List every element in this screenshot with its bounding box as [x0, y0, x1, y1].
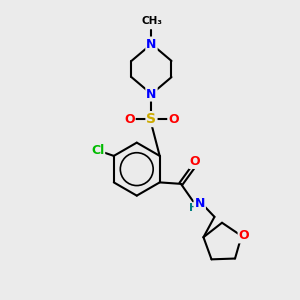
Text: O: O [238, 230, 249, 242]
Text: CH₃: CH₃ [142, 16, 163, 26]
Text: H: H [189, 203, 199, 213]
Text: N: N [195, 197, 205, 210]
Text: O: O [189, 155, 200, 168]
Text: Cl: Cl [91, 144, 104, 157]
Text: O: O [124, 112, 135, 126]
Text: O: O [168, 112, 179, 126]
Text: S: S [146, 112, 157, 126]
Text: N: N [146, 38, 157, 50]
Text: N: N [146, 88, 157, 100]
